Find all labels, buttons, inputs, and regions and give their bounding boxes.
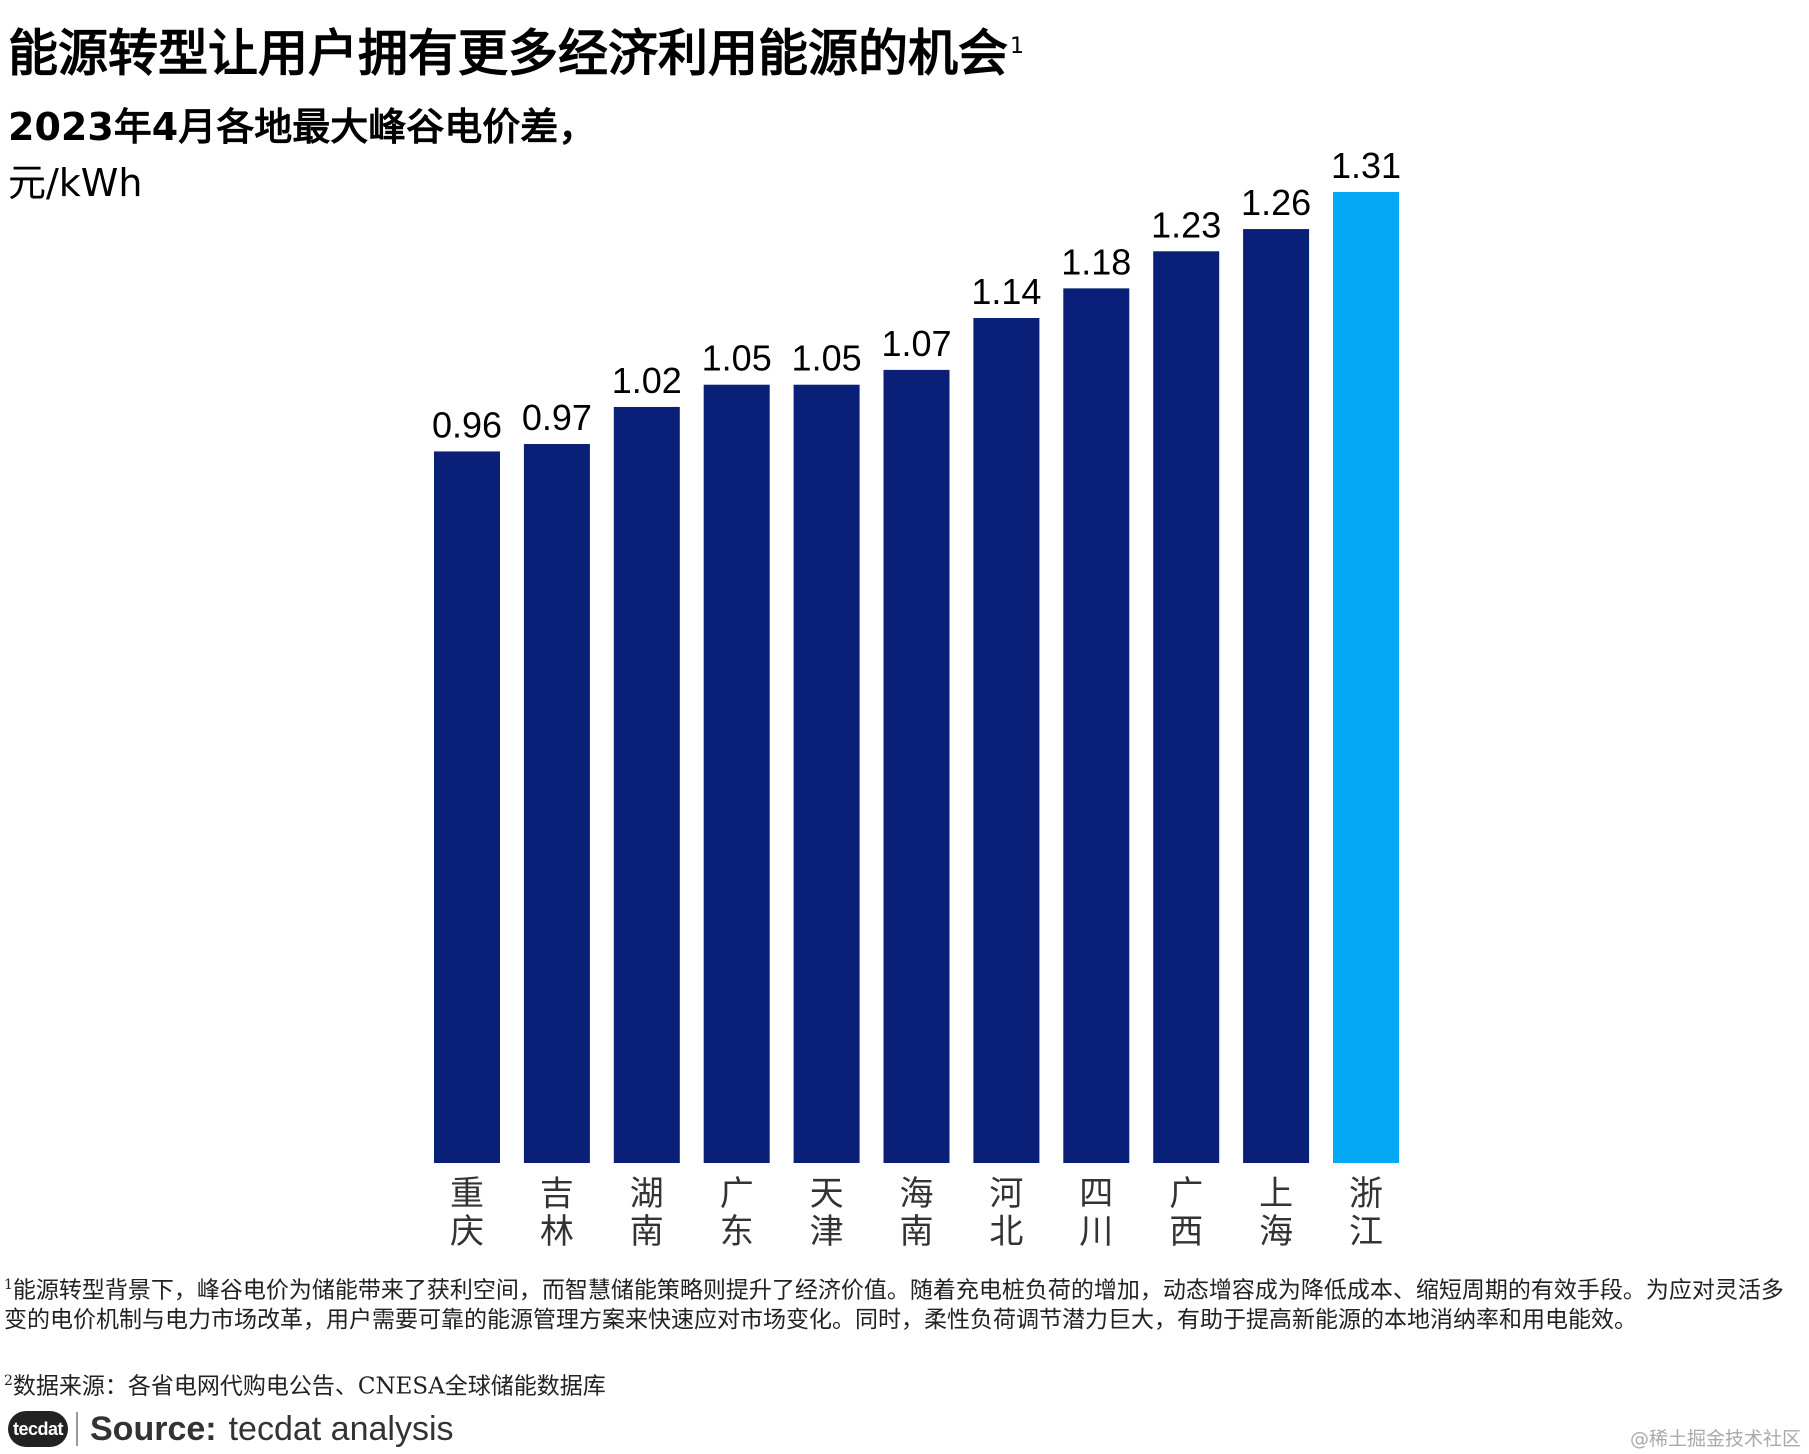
source-text: tecdat analysis [228,1409,454,1448]
footnote-2-mark: 2 [4,1373,13,1389]
bar-四川 [1063,288,1130,1163]
footnote-2-text: 数据来源：各省电网代购电公告、CNESA全球储能数据库 [12,1373,606,1400]
data-label-浙江: 1.31 [1331,145,1401,186]
category-label-河北: 河北 [989,1174,1023,1252]
data-label-吉林: 0.97 [522,397,592,438]
bar-广东 [703,384,770,1164]
category-label-吉林: 吉林 [540,1174,574,1252]
bar-湖南 [613,406,680,1163]
data-label-湖南: 1.02 [612,360,682,401]
bar-chart: 0.96 重庆 0.97 吉林 1.02 湖南 1.05 广东 1.05 天津 1.07 海南 1.14… [432,145,1401,1252]
bar-重庆 [434,451,500,1163]
footnote-1: 1能源转型背景下，峰谷电价为储能带来了获利空间，而智慧储能策略则提升了经济价值。… [4,1271,1804,1335]
category-label-四川: 四川 [1079,1174,1113,1252]
bar-吉林 [523,444,590,1163]
logo-divider [76,1412,78,1446]
watermark: @稀土掘金技术社区 [1629,1428,1801,1450]
bar-浙江 [1333,192,1399,1163]
category-label-广东: 广东 [720,1174,754,1252]
data-label-四川: 1.18 [1061,241,1131,282]
data-label-重庆: 0.96 [432,404,502,445]
data-label-上海: 1.26 [1241,182,1311,223]
category-label-上海: 上海 [1259,1174,1293,1252]
bar-河北 [973,318,1040,1163]
data-label-广西: 1.23 [1151,204,1221,245]
footnote-1-mark: 1 [4,1277,13,1293]
chart-subtitle: 2023年4月各地最大峰谷电价差， [8,105,597,149]
y-unit-label: 元/kWh [8,161,143,205]
data-label-广东: 1.05 [702,338,772,379]
category-label-海南: 海南 [900,1174,934,1252]
chart-title: 能源转型让用户拥有更多经济利用能源的机会1 [8,24,1024,83]
footnote-2: 2数据来源：各省电网代购电公告、CNESA全球储能数据库 [4,1367,606,1402]
data-label-海南: 1.07 [881,323,951,364]
data-label-天津: 1.05 [792,338,862,379]
bar-天津 [793,384,860,1164]
category-label-重庆: 重庆 [450,1174,484,1252]
data-label-河北: 1.14 [971,271,1041,312]
tecdat-logo: tecdat [8,1411,68,1447]
source-label: Source: [90,1409,217,1448]
bar-上海 [1243,229,1310,1164]
category-label-天津: 天津 [810,1174,844,1252]
title-footnote-mark: 1 [1010,34,1024,59]
source-line: tecdat Source: tecdat analysis [8,1408,454,1450]
category-label-湖南: 湖南 [630,1174,664,1252]
category-label-广西: 广西 [1169,1174,1203,1252]
bar-海南 [883,369,950,1163]
bar-广西 [1153,251,1220,1163]
category-label-浙江: 浙江 [1349,1174,1383,1252]
footnote-1-text: 能源转型背景下，峰谷电价为储能带来了获利空间，而智慧储能策略则提升了经济价值。随… [4,1277,1784,1333]
